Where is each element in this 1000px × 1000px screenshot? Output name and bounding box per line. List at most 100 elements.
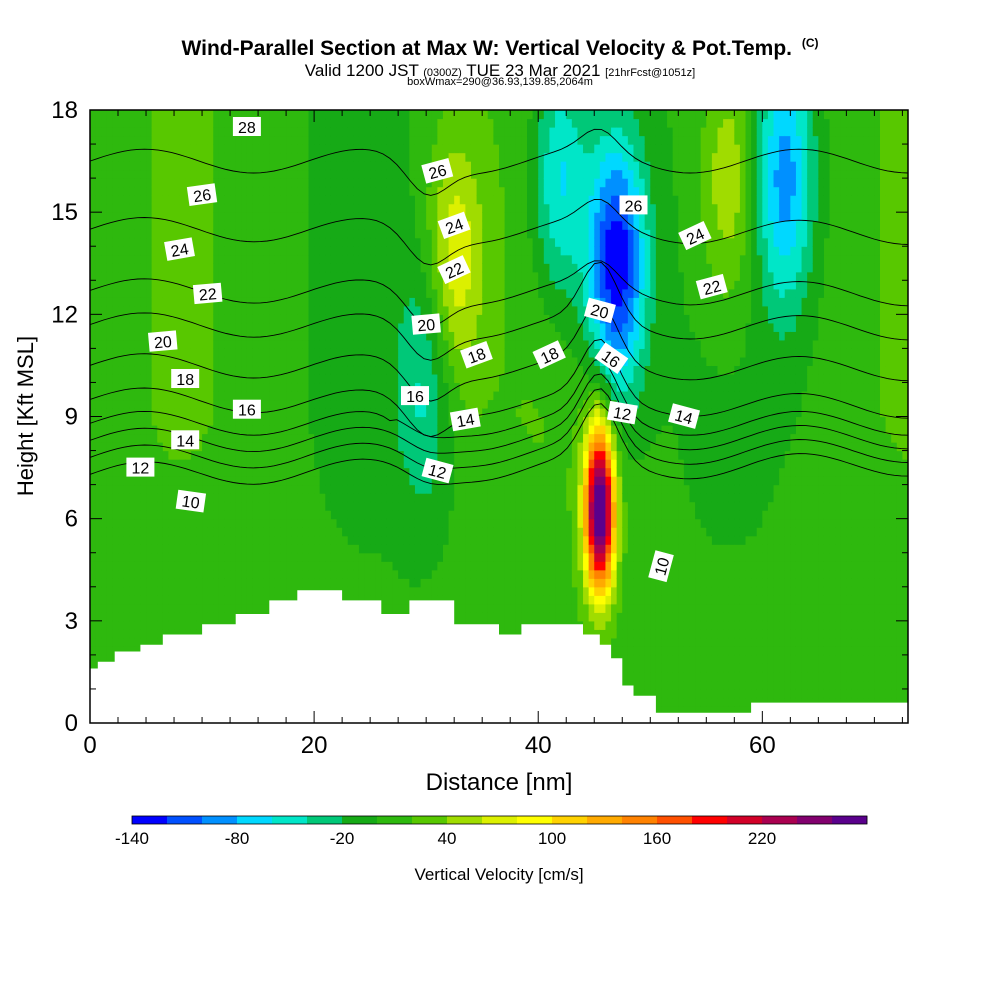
velocity-cell [358, 425, 366, 435]
velocity-cell [134, 416, 142, 426]
velocity-cell [420, 569, 427, 579]
velocity-cell [409, 237, 416, 247]
velocity-cell [330, 527, 338, 537]
velocity-cell [375, 450, 382, 460]
velocity-cell [358, 178, 366, 188]
velocity-cell [190, 476, 198, 486]
velocity-cell [286, 407, 293, 418]
velocity-cell [235, 135, 242, 145]
velocity-cell [437, 288, 444, 298]
velocity-cell [218, 450, 226, 460]
velocity-cell [190, 416, 198, 426]
velocity-cell [409, 373, 416, 384]
velocity-cell [280, 246, 287, 256]
velocity-cell [325, 569, 332, 579]
velocity-cell [336, 535, 343, 545]
velocity-cell [459, 186, 466, 196]
velocity-cell [224, 348, 231, 358]
velocity-cell [398, 373, 405, 384]
velocity-cell [314, 382, 321, 392]
velocity-cell [325, 527, 332, 537]
velocity-cell [470, 144, 478, 154]
velocity-cell [358, 390, 366, 401]
velocity-cell [90, 612, 97, 622]
velocity-cell [347, 484, 354, 494]
velocity-cell [106, 467, 114, 477]
velocity-cell [101, 118, 108, 128]
velocity-cell [286, 476, 293, 486]
velocity-cell [263, 305, 270, 315]
velocity-cell [157, 535, 164, 545]
velocity-cell [252, 365, 259, 375]
velocity-cell [336, 297, 343, 307]
velocity-cell [409, 144, 416, 154]
velocity-cell [342, 322, 349, 332]
velocity-cell [185, 348, 192, 358]
velocity-cell [213, 178, 220, 188]
velocity-cell [241, 246, 248, 256]
velocity-cell [224, 152, 231, 162]
velocity-cell [470, 297, 478, 307]
velocity-cell [353, 442, 360, 452]
velocity-cell [168, 527, 175, 537]
velocity-cell [123, 144, 130, 154]
velocity-cell [442, 356, 450, 367]
velocity-cell [258, 220, 265, 230]
velocity-cell [403, 535, 410, 545]
velocity-cell [291, 442, 298, 452]
velocity-cell [185, 510, 192, 520]
velocity-cell [420, 459, 427, 469]
velocity-cell [470, 510, 478, 520]
velocity-cell [202, 476, 209, 486]
velocity-cell [364, 425, 371, 435]
velocity-cell [291, 407, 298, 418]
velocity-cell [190, 263, 198, 273]
velocity-cell [353, 314, 360, 324]
velocity-cell [314, 161, 321, 171]
velocity-cell [101, 229, 108, 239]
velocity-cell [375, 501, 382, 511]
velocity-cell [319, 152, 326, 162]
velocity-cell [381, 416, 388, 426]
velocity-cell [129, 382, 136, 392]
velocity-cell [403, 407, 410, 418]
velocity-cell [381, 586, 388, 596]
velocity-cell [342, 186, 349, 196]
velocity-cell [112, 510, 119, 520]
velocity-cell [319, 484, 326, 494]
velocity-cell [358, 254, 366, 264]
velocity-cell [146, 382, 153, 392]
velocity-cell [224, 603, 231, 613]
velocity-cell [168, 144, 175, 154]
velocity-cell [280, 433, 287, 443]
velocity-cell [235, 220, 242, 230]
velocity-cell [118, 127, 125, 137]
velocity-cell [129, 135, 136, 145]
velocity-cell [112, 135, 119, 145]
velocity-cell [202, 390, 209, 401]
velocity-cell [134, 407, 142, 418]
velocity-cell [403, 169, 410, 179]
velocity-cell [286, 586, 293, 596]
velocity-cell [123, 510, 130, 520]
velocity-cell [353, 459, 360, 469]
velocity-cell [336, 416, 343, 426]
velocity-cell [157, 476, 164, 486]
velocity-cell [112, 373, 119, 384]
velocity-cell [218, 612, 226, 622]
velocity-cell [157, 501, 164, 511]
velocity-cell [274, 169, 282, 179]
velocity-cell [286, 186, 293, 196]
velocity-cell [286, 118, 293, 128]
velocity-cell [308, 510, 315, 520]
velocity-cell [302, 356, 310, 367]
velocity-cell [454, 484, 461, 494]
velocity-cell [213, 118, 220, 128]
velocity-cell [235, 382, 242, 392]
velocity-cell [314, 365, 321, 375]
velocity-cell [286, 161, 293, 171]
velocity-cell [392, 467, 399, 477]
velocity-cell [386, 288, 394, 298]
velocity-cell [448, 552, 455, 562]
velocity-cell [409, 288, 416, 298]
